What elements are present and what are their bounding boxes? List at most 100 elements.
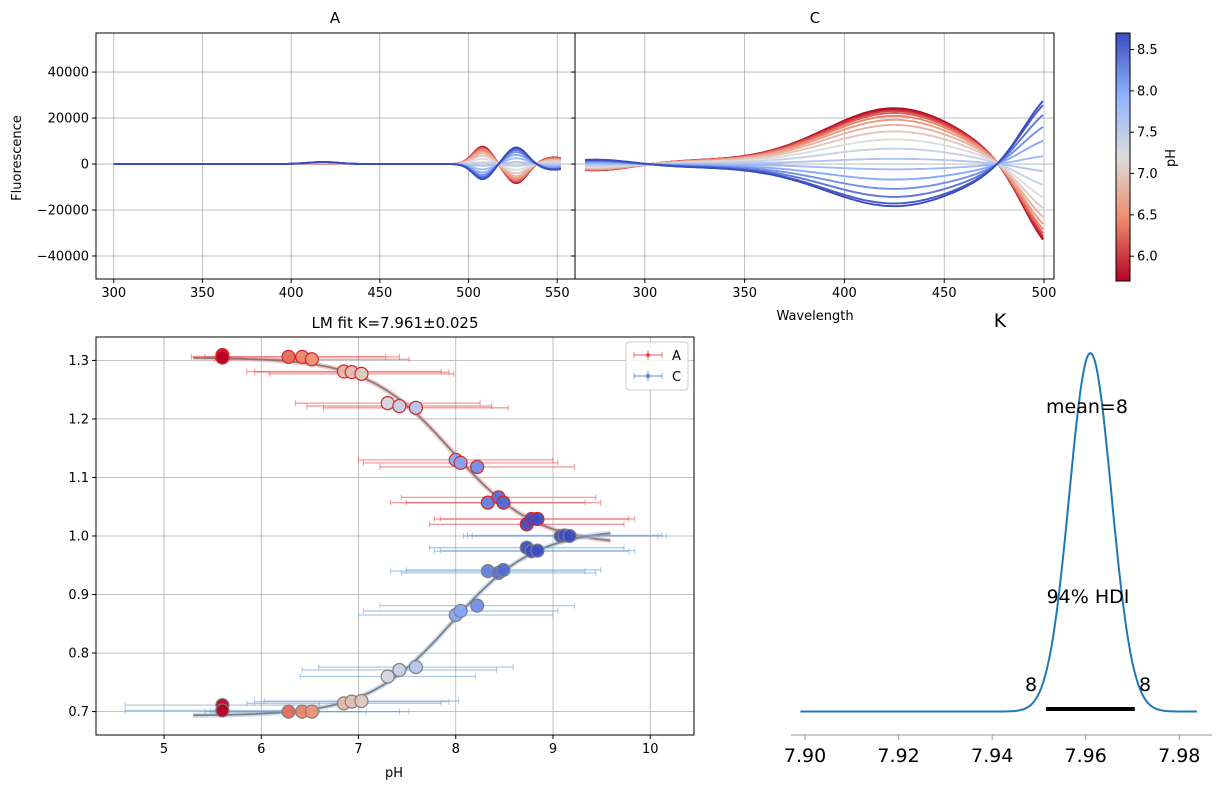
spectra-c-grid — [575, 33, 1054, 279]
data-point-a — [453, 455, 468, 470]
lm-fit-tick-label-y: 1.1 — [68, 471, 89, 486]
spectra-c-tick-label-x: 350 — [732, 286, 757, 301]
data-point-a — [530, 511, 545, 527]
legend-label-c: C — [672, 370, 681, 385]
spectra-a-tick-label-x: 300 — [101, 286, 126, 301]
data-point-a — [380, 396, 395, 411]
lm-fit-tick-label-x: 7 — [354, 742, 362, 757]
fit-band-c — [193, 530, 611, 718]
posterior-title: K — [994, 310, 1007, 332]
lm-fit-tick-label-y: 1.3 — [68, 354, 89, 369]
posterior-mean-label: mean=8 — [1046, 396, 1128, 418]
data-point-c — [215, 703, 230, 718]
spectra-a-series-line — [113, 146, 561, 181]
lm-fit-tick-label-x: 10 — [642, 742, 659, 757]
data-point-c — [562, 528, 577, 544]
colorbar-label: pH — [1164, 149, 1179, 167]
colorbar-tick-label: 6.0 — [1137, 250, 1158, 265]
posterior-tick-label: 7.90 — [784, 745, 826, 767]
data-point-a — [281, 349, 296, 364]
data-point-c — [354, 693, 369, 709]
lm-fit-tick-label-y: 0.8 — [68, 647, 89, 662]
colorbar: 6.0 6.5 7.0 7.5 8.0 8.5 pH — [1115, 32, 1179, 282]
posterior-tick-label: 7.96 — [1065, 745, 1107, 767]
spectra-a-grid — [96, 33, 575, 279]
spectra-a-tick-label-y: 20000 — [48, 112, 89, 127]
hdi-label: 94% HDI — [1047, 586, 1130, 608]
posterior-tick-label: 7.94 — [971, 745, 1013, 767]
spectra-a-tick-label-y: −20000 — [37, 204, 89, 219]
spectra-a-tick-label-y: −40000 — [37, 250, 89, 265]
lm-fit-ticks: 5 6 7 8 9 10 1.3 1.2 1.1 1.0 0.9 0.8 0.7 — [68, 354, 658, 757]
posterior-tick-label: 7.92 — [877, 745, 919, 767]
legend-marker-a — [633, 350, 663, 360]
colorbar-tick-label: 7.5 — [1137, 126, 1158, 141]
lm-fit-tick-label-y: 1.2 — [68, 412, 89, 427]
legend-label-a: A — [672, 349, 681, 364]
lm-fit-title: LM fit K=7.961±0.025 — [311, 314, 478, 332]
data-point-a — [354, 366, 369, 381]
lm-fit-panel: 5 6 7 8 9 10 1.3 1.2 1.1 1.0 0.9 0.8 0.7 LM fit K=7.… — [68, 314, 695, 781]
data-point-a — [408, 400, 424, 415]
spectra-a-tick-label-x: 500 — [456, 286, 481, 301]
spectra-a-frame — [95, 32, 576, 280]
data-point-c — [408, 660, 424, 675]
spectra-c-tick-label-x: 450 — [932, 286, 957, 301]
colorbar-gradient — [1115, 32, 1131, 282]
lm-fit-tick-label-x: 6 — [257, 742, 265, 757]
posterior-panel: 7.90 7.92 7.94 7.96 7.98 K mean=8 94% HDI 8 … — [784, 310, 1212, 767]
spectra-a-panel: 300 350 400 450 500 550 40000 20000 0 −20000 −4000… — [10, 9, 576, 301]
lm-fit-tick-label-y: 1.0 — [68, 530, 89, 545]
fit-curve-c — [193, 532, 611, 717]
lm-fit-tick-label-y: 0.9 — [68, 588, 89, 603]
lm-fit-tick-label-x: 5 — [160, 742, 168, 757]
hdi-low-label: 8 — [1025, 674, 1037, 696]
data-point-c — [304, 704, 319, 719]
spectra-x-axis-label: Wavelength — [776, 309, 853, 324]
spectra-c-tick-label-x: 400 — [832, 286, 857, 301]
spectra-c-lines — [584, 100, 1044, 241]
posterior-tick-label: 7.98 — [1158, 745, 1200, 767]
fit-band-a — [193, 355, 611, 543]
colorbar-tick-label: 8.0 — [1137, 84, 1158, 99]
colorbar-tick-label: 6.5 — [1137, 208, 1158, 223]
lm-fit-tick-label-x: 9 — [549, 742, 557, 757]
hdi-high-label: 8 — [1139, 674, 1151, 696]
legend-box — [625, 341, 689, 391]
fit-curve-a — [193, 357, 611, 542]
spectra-a-ticks: 300 350 400 450 500 550 40000 20000 0 −20000 −4000… — [37, 66, 570, 301]
data-point-c — [392, 662, 407, 678]
spectra-a-title: A — [330, 9, 341, 27]
lm-fit-tick-label-y: 0.7 — [68, 705, 89, 720]
data-point-c — [470, 598, 485, 613]
data-point-a — [215, 350, 230, 365]
spectra-a-tick-label-x: 350 — [190, 286, 215, 301]
data-point-c — [281, 704, 296, 719]
data-point-c — [530, 543, 545, 558]
data-point-c — [496, 562, 511, 578]
lm-fit-tick-label-x: 8 — [452, 742, 460, 757]
data-point-a — [304, 352, 319, 367]
legend-marker-c — [633, 371, 663, 381]
spectra-c-panel: 300 350 400 450 500 C Wavelength — [571, 9, 1056, 324]
spectra-a-tick-label-x: 450 — [367, 286, 392, 301]
spectra-a-tick-label-x: 400 — [279, 286, 304, 301]
spectra-c-series-line — [584, 100, 1044, 208]
spectra-c-ticks: 300 350 400 450 500 — [571, 71, 1057, 301]
spectra-c-frame — [574, 32, 1055, 280]
posterior-density-curve — [800, 351, 1197, 713]
spectra-a-tick-label-x: 550 — [545, 286, 570, 301]
spectra-y-axis-label: Fluorescence — [10, 115, 25, 201]
spectra-a-tick-label-y: 0 — [81, 158, 89, 173]
spectra-c-series-line — [584, 109, 1044, 237]
colorbar-tick-label: 7.0 — [1137, 167, 1158, 182]
data-point-c — [380, 669, 395, 684]
data-point-c — [453, 603, 468, 619]
spectra-c-tick-label-x: 500 — [1032, 286, 1057, 301]
spectra-c-title: C — [810, 9, 820, 27]
data-point-a — [496, 495, 511, 510]
spectra-c-tick-label-x: 300 — [632, 286, 657, 301]
colorbar-ticks: 6.0 6.5 7.0 7.5 8.0 8.5 — [1130, 43, 1158, 265]
data-point-a — [470, 459, 485, 475]
